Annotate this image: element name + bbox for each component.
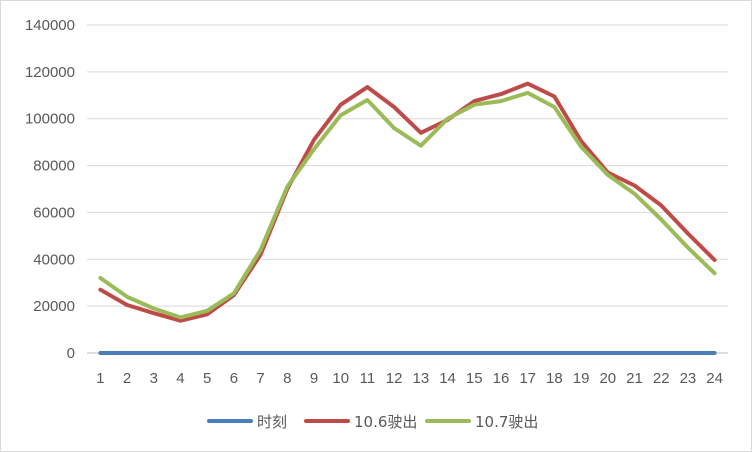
x-tick-label: 22 — [653, 370, 670, 387]
x-tick-label: 2 — [123, 370, 131, 387]
x-tick-label: 10 — [332, 370, 349, 387]
legend: 时刻 10.6驶出 10.7驶出 — [207, 413, 538, 431]
x-tick-label: 4 — [176, 370, 184, 387]
legend-label: 10.6驶出 — [354, 413, 417, 431]
x-tick-label: 16 — [493, 370, 510, 387]
series-lines — [98, 81, 717, 355]
gridlines — [87, 24, 728, 354]
x-tick-label: 11 — [360, 370, 376, 387]
x-tick-label: 5 — [203, 370, 211, 387]
y-tick-label: 40000 — [33, 251, 75, 268]
y-tick-label: 140000 — [25, 17, 75, 34]
series-line-2 — [98, 81, 717, 323]
x-tick-label: 20 — [599, 370, 616, 387]
y-tick-label: 120000 — [25, 64, 75, 81]
x-tick-label: 18 — [546, 370, 563, 387]
x-tick-label: 3 — [150, 370, 158, 387]
x-tick-label: 14 — [439, 370, 456, 387]
x-tick-label: 23 — [680, 370, 697, 387]
series-line-3 — [98, 90, 717, 320]
x-tick-label: 19 — [573, 370, 590, 387]
x-tick-label: 13 — [413, 370, 430, 387]
y-tick-label: 20000 — [33, 298, 75, 315]
y-tick-label: 100000 — [25, 111, 75, 128]
y-tick-label: 80000 — [33, 158, 75, 175]
x-axis-ticks: 1 2 3 4 5 6 7 8 9 10 11 12 13 14 15 16 17 18 19 20 21 22 23 24 — [96, 370, 723, 387]
x-tick-label: 12 — [386, 370, 403, 387]
x-tick-label: 8 — [283, 370, 291, 387]
x-tick-label: 21 — [626, 370, 643, 387]
x-tick-label: 6 — [230, 370, 238, 387]
y-tick-label: 60000 — [33, 204, 75, 221]
x-tick-label: 1 — [96, 370, 104, 387]
x-tick-label: 15 — [466, 370, 483, 387]
x-tick-label: 9 — [310, 370, 318, 387]
legend-label: 10.7驶出 — [475, 413, 538, 431]
x-tick-label: 7 — [256, 370, 264, 387]
y-axis-ticks: 0 20000 40000 60000 80000 100000 120000 140000 — [25, 17, 75, 362]
y-tick-label: 0 — [67, 345, 75, 362]
x-tick-label: 17 — [519, 370, 536, 387]
legend-label: 时刻 — [257, 413, 287, 431]
x-tick-label: 24 — [706, 370, 723, 387]
